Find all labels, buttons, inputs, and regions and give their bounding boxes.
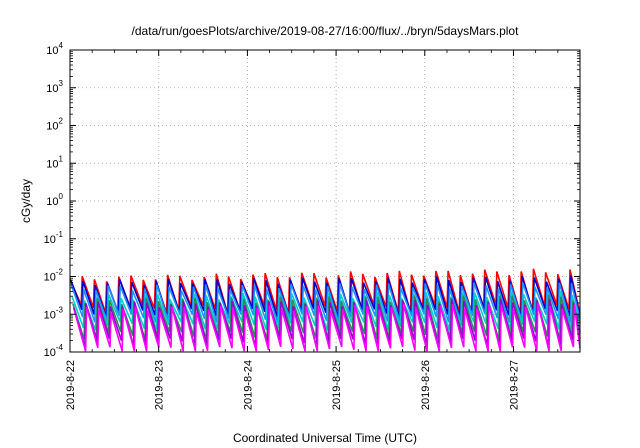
y-tick-label: 100 [46,192,63,208]
x-tick-label: 2019-8-25 [331,360,343,410]
series-group [69,268,581,352]
x-tick-label: 2019-8-27 [508,360,520,410]
x-tick-label: 2019-8-24 [242,360,254,410]
x-tick-label: 2019-8-26 [420,360,432,410]
y-tick-label: 10-2 [44,268,64,284]
y-axis-label: cGy/day [19,179,33,223]
series-line [72,294,581,341]
chart-title: /data/run/goesPlots/archive/2019-08-27/1… [132,24,520,38]
y-tick-label: 103 [46,79,63,95]
y-tick-label: 10-4 [44,343,64,359]
y-tick-label: 102 [46,117,63,133]
series-line [73,303,581,352]
plot-area [69,49,581,353]
y-tick-label: 10-1 [44,230,64,246]
axis-ticks [69,49,581,353]
y-tick-label: 10-3 [44,305,64,321]
y-tick-label: 101 [46,154,63,170]
series-line [71,290,581,331]
series-line [72,298,581,348]
series-line [70,282,581,323]
x-tick-label: 2019-8-23 [154,360,166,410]
y-tick-labels: 10-4 10-3 10-2 10-1 100 101 102 103 104 [44,41,64,359]
x-tick-label: 2019-8-22 [65,360,77,410]
x-tick-labels: 2019-8-22 2019-8-23 2019-8-24 2019-8-25 2019… [65,360,520,410]
x-axis-label: Coordinated Universal Time (UTC) [233,431,417,445]
y-tick-label: 104 [46,41,63,57]
series-line [69,275,581,318]
